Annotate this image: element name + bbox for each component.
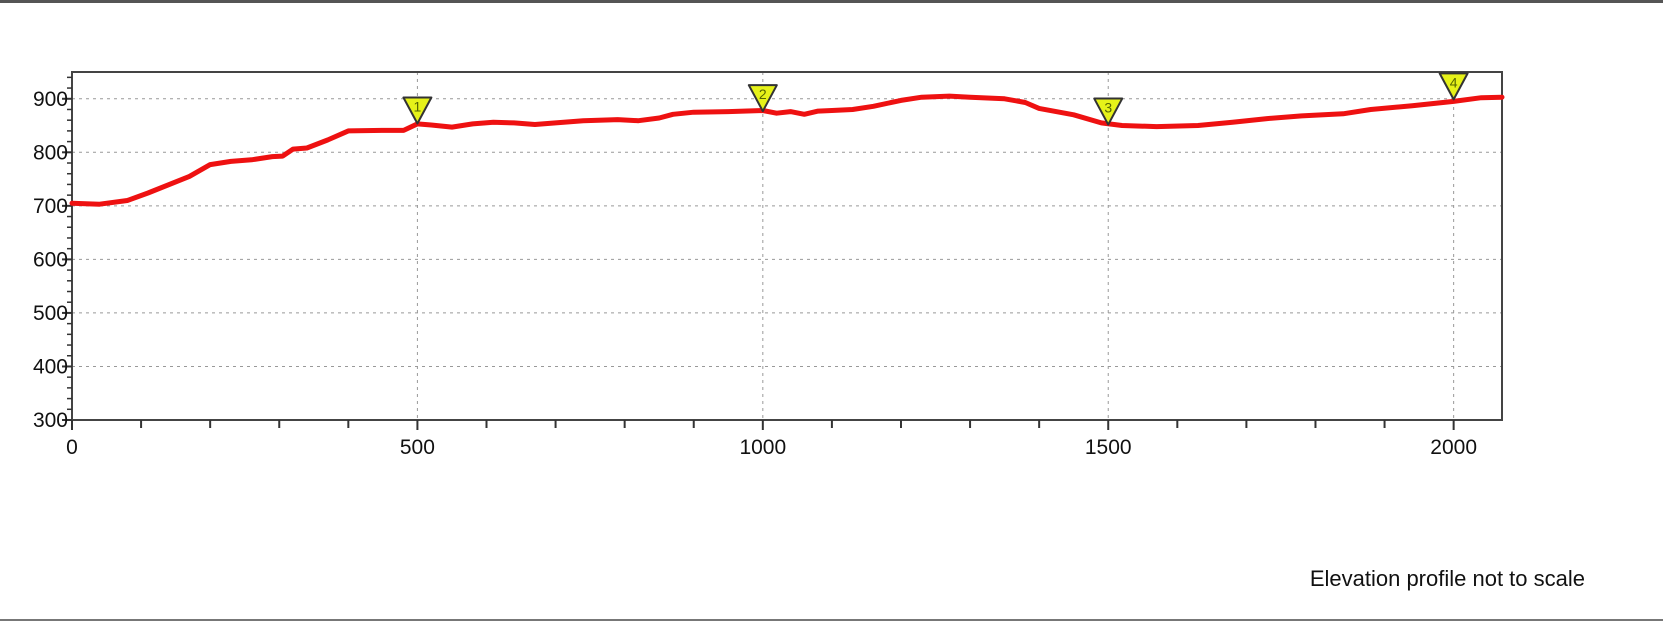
- waypoint-label: 3: [1104, 100, 1112, 116]
- grid-layer: [72, 72, 1502, 420]
- axis-layer: 300 400 500 600 700 800 900 0 500 1000 1500 2000: [33, 71, 1503, 459]
- plot-border: [71, 71, 1503, 421]
- waypoint-label: 4: [1450, 74, 1458, 90]
- y-tick-label: 800: [33, 141, 68, 164]
- waypoint-marker-4: 4: [1438, 72, 1469, 101]
- x-tick-label: 0: [66, 436, 78, 459]
- y-tick-label: 700: [33, 195, 68, 218]
- line-layer: [69, 93, 1505, 207]
- x-tick-label: 1000: [739, 436, 786, 459]
- y-tick-label: 300: [33, 409, 68, 432]
- x-tick-label: 2000: [1430, 436, 1477, 459]
- waypoint-triangle: [402, 96, 433, 125]
- waypoint-label: 2: [759, 86, 767, 102]
- waypoint-marker-1: 1: [402, 96, 433, 125]
- marker-layer: 1 2 3 4: [402, 72, 1469, 126]
- x-tick-label: 500: [400, 436, 435, 459]
- waypoint-marker-3: 3: [1093, 97, 1124, 126]
- footer-note: Elevation profile not to scale: [1309, 566, 1585, 591]
- waypoint-triangle: [747, 84, 778, 113]
- waypoint-marker-2: 2: [747, 84, 778, 113]
- waypoint-triangle: [1093, 97, 1124, 126]
- y-tick-label: 500: [33, 302, 68, 325]
- x-tick-label: 1500: [1085, 436, 1132, 459]
- waypoint-triangle: [1438, 72, 1469, 101]
- y-tick-label: 900: [33, 88, 68, 111]
- y-tick-label: 400: [33, 355, 68, 378]
- waypoint-label: 1: [414, 98, 422, 114]
- y-tick-label: 600: [33, 248, 68, 271]
- elevation-line-0: [69, 93, 1505, 207]
